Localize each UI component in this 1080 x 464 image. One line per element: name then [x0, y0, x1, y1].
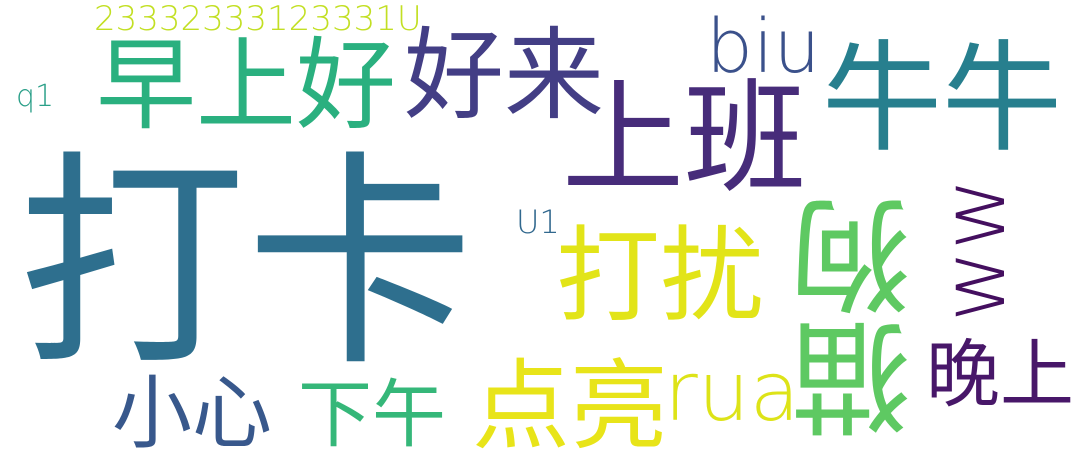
word-u1: U1 — [516, 203, 560, 241]
word-maogou: 猫狗 — [790, 196, 932, 440]
word-darao: 打扰 — [556, 215, 765, 337]
word-zaoshang: 早上好 — [96, 27, 396, 144]
word-ww: ww — [922, 178, 1025, 322]
word-shangban: 上班 — [562, 68, 806, 210]
word-niuniu: 牛牛 — [822, 30, 1062, 169]
word-number: 23332333123331U — [94, 0, 422, 39]
word-xiaoxin: 小心 — [112, 367, 272, 460]
word-q1: q1 — [16, 79, 55, 114]
word-daka: 打卡 — [18, 131, 474, 397]
word-dianliang: 点亮 — [472, 350, 669, 464]
word-wanshang: 晚上 — [926, 332, 1074, 418]
word-biu: biu — [706, 4, 821, 90]
word-xiawu: 下午 — [298, 372, 446, 458]
word-rua: rua — [664, 345, 800, 440]
word-haolai: 好来 — [404, 17, 604, 134]
